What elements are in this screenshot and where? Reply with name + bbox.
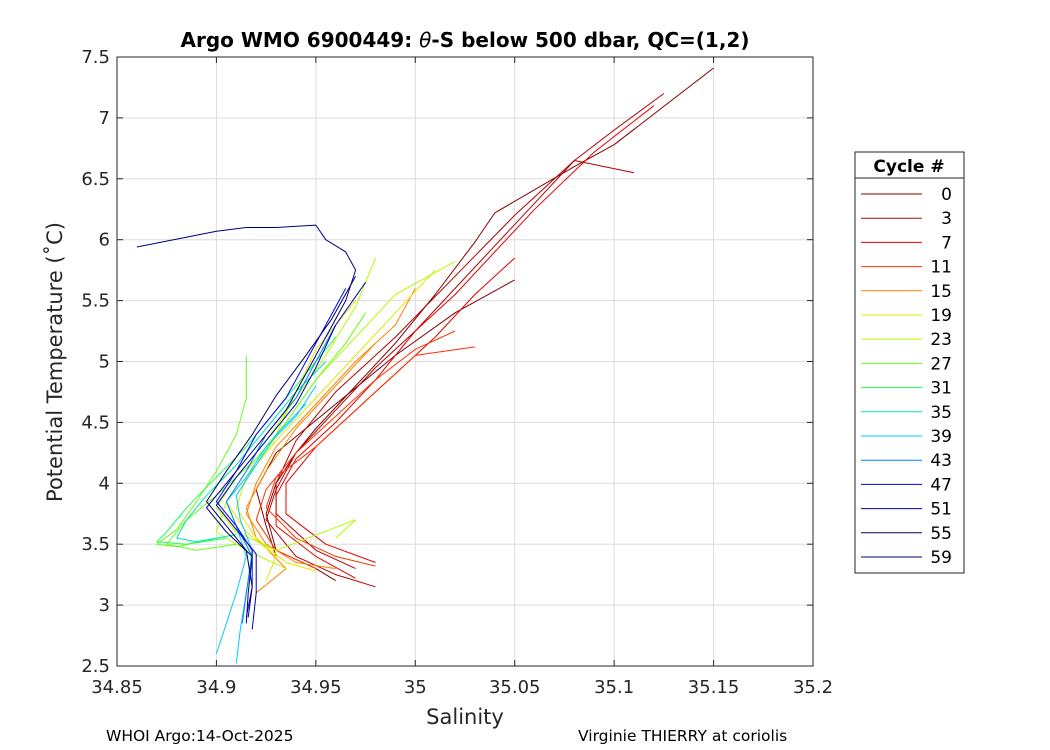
y-tick-label: 3 [99, 595, 110, 616]
y-tick-label: 2.5 [81, 656, 110, 677]
series-line-cycle-39b [235, 403, 307, 664]
y-axis-ticks: 2.5 3 3.5 4 4.5 5 5.5 6 6.5 7 7.5 [81, 47, 813, 677]
series-line-cycle-0 [265, 67, 714, 582]
legend-label: 43 [930, 451, 952, 471]
legend-label: 23 [930, 330, 952, 350]
legend-label: 15 [930, 282, 952, 302]
y-tick-label: 3.5 [81, 534, 110, 555]
y-axis-label: Potential Temperature (˚C) [43, 222, 67, 502]
x-tick-label: 34.9 [196, 677, 236, 698]
series-line-cycle-31 [156, 336, 337, 545]
legend-label: 31 [930, 379, 952, 399]
series-line-cycle-3b [275, 160, 635, 570]
legend: Cycle # 0 3 7 11 15 19 23 27 31 35 39 43 47 51 55 59 [854, 151, 965, 574]
y-tick-label: 7.5 [81, 47, 110, 68]
legend-label: 7 [941, 233, 952, 253]
series-line-cycle-19 [235, 269, 436, 572]
legend-label: 3 [941, 209, 952, 229]
legend-label: 27 [930, 354, 952, 374]
y-tick-label: 5.5 [81, 291, 110, 312]
y-tick-label: 4 [99, 473, 110, 494]
series-line-cycle-55 [206, 275, 357, 618]
x-tick-label: 35.2 [793, 677, 833, 698]
series-line-cycle-51 [215, 282, 367, 630]
series-line-cycle-35 [176, 361, 327, 543]
series-line-cycle-11b [255, 330, 456, 570]
legend-box [854, 151, 965, 574]
x-tick-label: 35 [404, 677, 427, 698]
legend-label: 35 [930, 403, 952, 423]
footer-right: Virginie THIERRY at coriolis [578, 727, 787, 745]
y-tick-label: 5 [99, 352, 110, 373]
series-line-cycle-7 [275, 105, 655, 579]
y-tick-label: 6.5 [81, 169, 110, 190]
x-tick-label: 35.05 [489, 677, 541, 698]
legend-label: 51 [930, 500, 952, 520]
legend-label: 11 [930, 258, 952, 278]
legend-label: 39 [930, 427, 952, 447]
legend-title: Cycle # [873, 157, 944, 177]
footer-left: WHOI Argo:14-Oct-2025 [106, 727, 294, 745]
x-tick-label: 35.15 [688, 677, 740, 698]
legend-label: 0 [941, 185, 952, 205]
x-axis-ticks: 34.85 34.9 34.95 35 35.05 35.1 35.15 35.2 [91, 57, 833, 698]
series-line-cycle-23 [215, 261, 456, 570]
x-axis-label: Salinity [426, 705, 504, 729]
series-line-cycle-0b [255, 279, 515, 557]
chart-title: Argo WMO 6900449: θ-S below 500 dbar, QC… [181, 28, 750, 52]
grid-lines [116, 56, 814, 667]
series-line-cycle-11 [265, 346, 475, 567]
x-tick-label: 34.95 [290, 677, 342, 698]
series-line-cycle-47 [215, 288, 347, 618]
series-line-cycle-43 [225, 324, 337, 624]
y-tick-label: 4.5 [81, 412, 110, 433]
legend-label: 47 [930, 475, 952, 495]
series-line-cycle-3 [265, 93, 665, 588]
legend-label: 59 [930, 548, 952, 568]
legend-label: 55 [930, 524, 952, 544]
x-tick-label: 35.1 [594, 677, 634, 698]
series-group [136, 67, 714, 664]
y-tick-label: 7 [99, 108, 110, 129]
legend-entries: 0 3 7 11 15 19 23 27 31 35 39 43 47 51 55 59 [861, 185, 952, 568]
legend-label: 19 [930, 306, 952, 326]
series-line-cycle-15b [245, 342, 376, 594]
y-tick-label: 6 [99, 230, 110, 251]
series-line-cycle-27b [156, 355, 247, 548]
series-line-cycle-59 [136, 224, 357, 624]
x-tick-label: 34.85 [91, 677, 143, 698]
